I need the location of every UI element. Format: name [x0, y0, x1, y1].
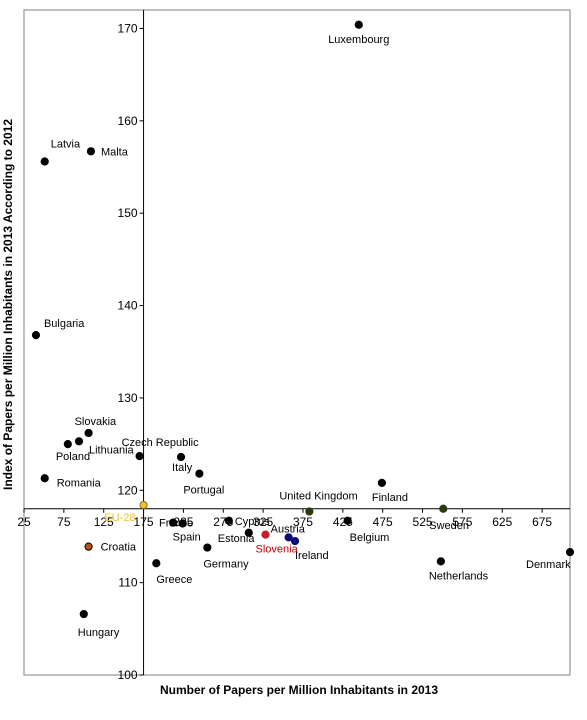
x-tick-label: 575 [452, 515, 472, 529]
point-label: Greece [156, 574, 192, 586]
data-point [436, 557, 445, 566]
data-point [284, 533, 293, 542]
point-label: Romania [57, 477, 102, 489]
data-point [176, 452, 186, 462]
y-tick-label: 160 [118, 114, 138, 128]
data-point [79, 609, 88, 619]
point-label: Netherlands [429, 570, 489, 582]
x-tick-label: 175 [134, 515, 154, 529]
point-label: Ireland [295, 550, 329, 562]
x-tick-label: 325 [253, 515, 273, 529]
plot-border [23, 9, 571, 676]
data-point [261, 530, 270, 539]
tick-labels: 2575125175225275325375425475525575625675… [17, 21, 552, 682]
point-label: Cyprus [235, 516, 270, 528]
x-tick-label: 675 [532, 515, 552, 529]
data-point [565, 548, 575, 557]
data-point [84, 542, 93, 551]
point-label: Spain [173, 532, 201, 544]
data-point [224, 516, 233, 525]
data-point [63, 439, 72, 449]
point-label: Czech Republic [122, 437, 200, 449]
data-point [168, 518, 178, 527]
data-point [139, 500, 148, 510]
point-label: Slovenia [256, 544, 299, 556]
point-label: Finland [372, 492, 408, 504]
point-label: United Kingdom [279, 491, 357, 503]
y-tick-label: 170 [118, 21, 138, 35]
data-point [40, 474, 49, 483]
point-label: Malta [101, 146, 129, 158]
point-label: Germany [203, 559, 249, 571]
data-point [377, 478, 386, 487]
data-point [290, 536, 300, 546]
data-point [203, 543, 212, 552]
y-tick-label: 100 [118, 668, 138, 682]
point-label: Luxembourg [328, 34, 389, 46]
y-tick-label: 120 [118, 483, 138, 497]
point-label: Austria [271, 523, 306, 535]
data-point [152, 559, 161, 568]
data-point [195, 469, 204, 478]
point-label: France [159, 518, 193, 530]
data-points [31, 20, 575, 619]
y-tick-label: 110 [118, 576, 137, 590]
point-label: Estonia [218, 533, 256, 545]
point-label: Denmark [526, 559, 571, 571]
x-tick-label: 525 [413, 515, 433, 529]
point-labels: Luxembourg Latvia Malta Bulgaria Slovakia Lit… [44, 34, 571, 639]
y-tick-label: 130 [118, 391, 138, 405]
point-label: Croatia [101, 542, 137, 554]
data-point [135, 452, 144, 461]
x-tick-label: 75 [57, 515, 71, 529]
point-label: Bulgaria [44, 318, 85, 330]
point-label: Lithuania [89, 444, 135, 456]
point-label: Poland [56, 451, 90, 463]
data-point [244, 528, 253, 537]
point-label: Sweden [429, 520, 469, 532]
point-label: Hungary [78, 627, 120, 639]
x-tick-label: 625 [492, 515, 512, 529]
x-tick-label: 475 [373, 515, 393, 529]
x-tick-label: 125 [94, 515, 114, 529]
data-point [84, 428, 93, 438]
data-point [40, 157, 49, 166]
data-point [343, 516, 352, 525]
data-point [74, 437, 84, 446]
data-point [178, 519, 187, 528]
x-tick-label: 375 [293, 515, 313, 529]
point-label: Latvia [51, 138, 81, 150]
point-label: Italy [172, 462, 193, 474]
x-axis-title: Number of Papers per Million Inhabitants… [160, 683, 438, 697]
y-tick-label: 150 [118, 206, 138, 220]
data-point [439, 504, 448, 513]
data-point [354, 20, 363, 29]
data-point [31, 331, 41, 340]
point-label: EU-28 [104, 512, 135, 524]
y-tick-label: 140 [118, 299, 138, 313]
y-axis-title: Index of Papers per Million Inhabitants … [1, 119, 15, 490]
data-point [86, 147, 96, 156]
plot-area [23, 9, 571, 676]
point-label: Belgium [350, 532, 390, 544]
point-label: Portugal [183, 485, 224, 497]
data-point [305, 507, 314, 516]
point-label: Slovakia [75, 416, 117, 428]
x-tick-label: 25 [17, 515, 31, 529]
